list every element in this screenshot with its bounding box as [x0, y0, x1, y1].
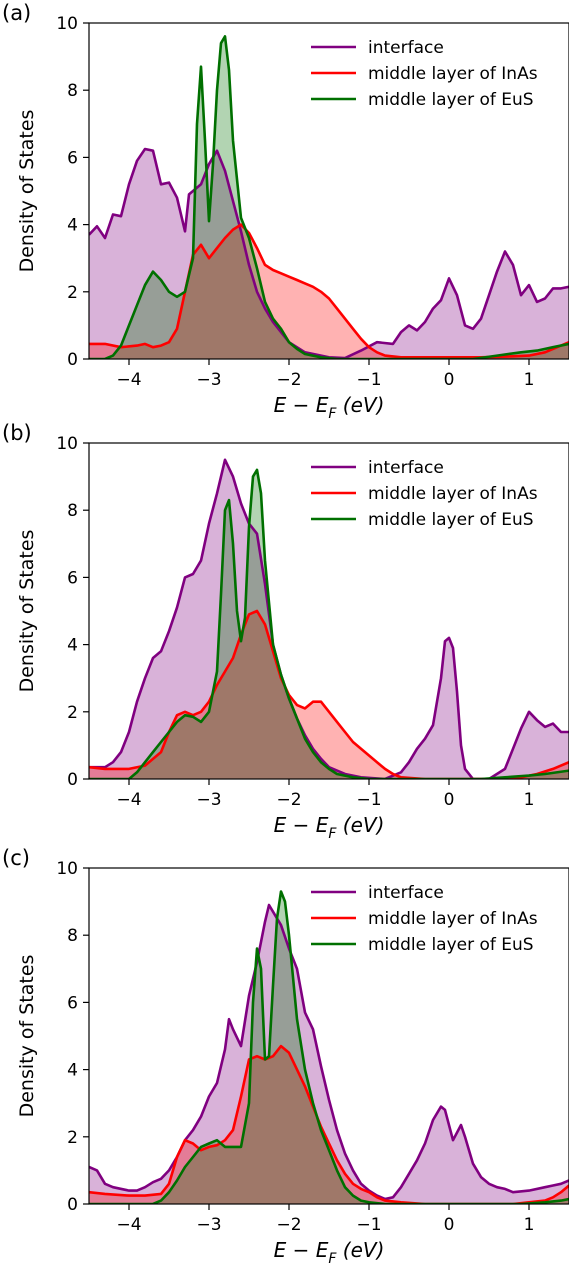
panel-b-xlabel-main: E − E: [274, 813, 329, 837]
panel-b-data: [89, 458, 569, 779]
panel-a-xlabel-sub: F: [328, 406, 337, 422]
panel-b-legend-label-eus: middle layer of EuS: [368, 510, 534, 530]
panel-c-xlabel: E − EF (eV): [274, 1238, 385, 1267]
panel-a-xtick-label: 1: [524, 370, 535, 390]
panel-b-xtick-label: −2: [276, 790, 301, 810]
panel-a-ytick-label: 10: [56, 14, 78, 34]
panel-a-eus-line: [89, 35, 569, 359]
panel-c-label: (c): [2, 846, 30, 870]
panel-b-xlabel-sub: F: [328, 826, 337, 842]
panel-a-ytick-label: 4: [67, 216, 78, 236]
panel-a-eus-fill: [89, 36, 569, 359]
panel-a-xlabel-unit: (eV): [336, 393, 384, 417]
panel-b-interface-line: [89, 458, 569, 779]
panel-b-ytick-label: 6: [67, 568, 78, 588]
panel-b-inas-fill: [89, 611, 569, 779]
panel-c-ytick-label: 2: [67, 1128, 78, 1148]
panel-c-ylabel: Density of States: [16, 955, 38, 1118]
panel-a-legend-label-inas: middle layer of InAs: [368, 64, 538, 84]
panel-a-inas-line: [89, 223, 569, 359]
panel-c-ytick-label: 0: [67, 1195, 78, 1215]
panel-b-frame: [88, 442, 569, 780]
panel-c-xtick-label: −3: [196, 1215, 221, 1235]
panel-b-xlabel: E − EF (eV): [274, 813, 385, 842]
panel-a-xtick-label: −2: [276, 370, 301, 390]
panel-a-ytick-label: 2: [67, 283, 78, 303]
panel-b-inas-line: [89, 609, 569, 779]
panel-c-xlabel-main: E − E: [274, 1238, 329, 1262]
panel-c-ytick-label: 4: [67, 1061, 78, 1081]
panel-b-xtick-label: −3: [196, 790, 221, 810]
panel-b-xtick-label: −4: [116, 790, 141, 810]
panel-c-frame: [88, 867, 569, 1205]
panel-a-ytick-label: 8: [67, 81, 78, 101]
panel-a-ytick-label: 6: [67, 148, 78, 168]
panel-b-ylabel: Density of States: [16, 530, 38, 693]
panel-c-inas-fill: [89, 1046, 569, 1204]
panel-a-xlabel-main: E − E: [274, 393, 329, 417]
panel-c-xtick-label: −4: [116, 1215, 141, 1235]
panel-a-xtick-label: 0: [444, 370, 455, 390]
panel-a-legend-label-eus: middle layer of EuS: [368, 90, 534, 110]
panel-b-ytick-label: 0: [67, 770, 78, 790]
panel-a-interface-line: [89, 147, 569, 359]
panel-b-legend-label-inas: middle layer of InAs: [368, 484, 538, 504]
panel-a-ytick-label: 0: [67, 350, 78, 370]
panel-a-legend-label-interface: interface: [368, 38, 444, 58]
panel-b-legend-label-interface: interface: [368, 458, 444, 478]
panel-a-xlabel: E − EF (eV): [274, 393, 385, 422]
panel-b-ytick-label: 2: [67, 703, 78, 723]
panel-a-ylabel: Density of States: [16, 110, 38, 273]
panel-b-xtick-label: 1: [524, 790, 535, 810]
panel-c-data: [89, 890, 569, 1204]
panel-c-legend-label-inas: middle layer of InAs: [368, 909, 538, 929]
panel-c-xlabel-sub: F: [328, 1251, 337, 1267]
panel-c-ytick-label: 8: [67, 926, 78, 946]
panel-b-xlabel-unit: (eV): [336, 813, 384, 837]
panel-a-frame: [88, 22, 569, 360]
panel-b-xtick-label: 0: [444, 790, 455, 810]
panel-b-label: (b): [2, 421, 32, 445]
panel-c-ytick-label: 10: [56, 859, 78, 879]
panel-c-legend-label-interface: interface: [368, 883, 444, 903]
panel-a-data: [89, 35, 569, 359]
panel-b-ytick-label: 4: [67, 636, 78, 656]
panel-c-ytick-label: 6: [67, 993, 78, 1013]
panel-c-legend-label-eus: middle layer of EuS: [368, 935, 534, 955]
panel-c-xtick-label: 0: [444, 1215, 455, 1235]
panel-c-xtick-label: −2: [276, 1215, 301, 1235]
panel-a-label: (a): [2, 1, 31, 25]
panel-a-xtick-label: −1: [356, 370, 381, 390]
panel-c-xlabel-unit: (eV): [336, 1238, 384, 1262]
panel-c-xtick-label: 1: [524, 1215, 535, 1235]
panel-b-ytick-label: 10: [56, 434, 78, 454]
panel-a-xtick-label: −3: [196, 370, 221, 390]
panel-b-ytick-label: 8: [67, 501, 78, 521]
panel-b-eus-line: [89, 468, 569, 779]
panel-c-xtick-label: −1: [356, 1215, 381, 1235]
panel-b-xtick-label: −1: [356, 790, 381, 810]
panel-a-xtick-label: −4: [116, 370, 141, 390]
panel-c-eus-line: [89, 890, 569, 1204]
panel-c-inas-line: [89, 1044, 569, 1204]
